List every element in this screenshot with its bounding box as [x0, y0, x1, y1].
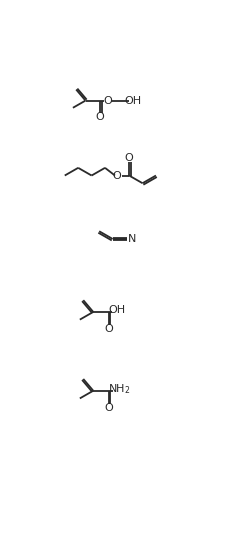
- Text: O: O: [104, 324, 113, 334]
- Text: OH: OH: [108, 305, 126, 316]
- Text: NH$_2$: NH$_2$: [108, 382, 130, 396]
- Text: O: O: [112, 170, 121, 180]
- Text: OH: OH: [125, 96, 142, 106]
- Text: O: O: [104, 96, 112, 106]
- Text: O: O: [104, 403, 113, 413]
- Text: O: O: [125, 153, 134, 163]
- Text: N: N: [128, 234, 136, 244]
- Text: O: O: [96, 112, 104, 122]
